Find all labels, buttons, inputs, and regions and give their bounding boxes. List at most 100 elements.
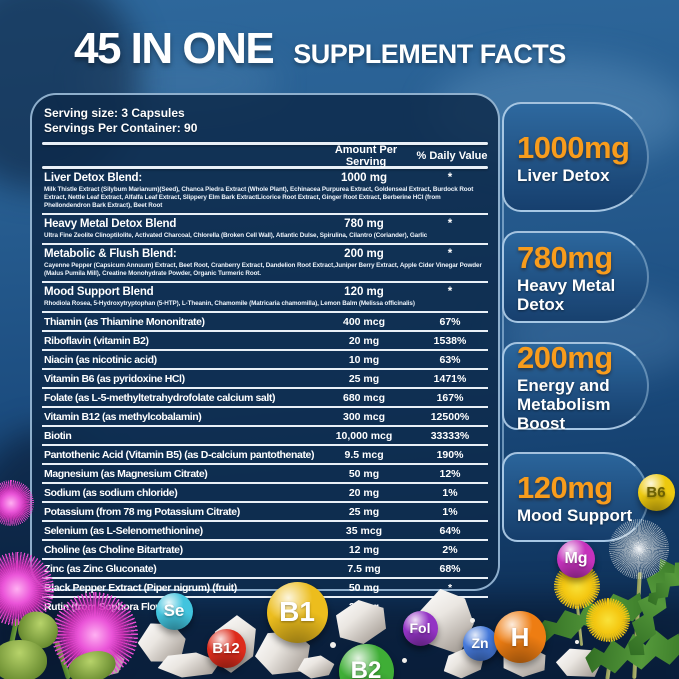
vitamin-badge-fol: Fol [402, 610, 438, 646]
blend-row: Mood Support Blend 120 mg * Rhodiola Ros… [42, 281, 488, 311]
nutrient-row: Thiamin (as Thiamine Mononitrate) 400 mc… [42, 311, 488, 330]
nutrient-amount: 680 mcg [342, 391, 386, 404]
vitamin-badge-h: H [494, 611, 546, 663]
nutrient-row: Biotin 10,000 mcg 33333% [42, 425, 488, 444]
nutrient-amount: 25 mg [348, 505, 380, 518]
nutrient-daily-value: 1% [442, 505, 458, 518]
powder-dot [402, 658, 407, 663]
blend-ingredients: Rhodiola Rosea, 5-Hydroxytryptophan (5-H… [44, 300, 415, 307]
nutrient-daily-value: 63% [439, 353, 461, 366]
nutrient-row: Magnesium (as Magnesium Citrate) 50 mg 1… [42, 463, 488, 482]
nutrient-daily-value: 1% [442, 486, 458, 499]
blend-daily-value: * [447, 172, 453, 184]
nutrient-daily-value: 12% [439, 467, 461, 480]
nutrient-daily-value: * [447, 581, 453, 594]
nutrient-row: Choline (as Choline Bitartrate) 12 mg 2% [42, 539, 488, 558]
nutrient-daily-value: 1471% [433, 372, 467, 385]
highlight-amount: 780mg [517, 240, 613, 275]
nutrient-amount: 400 mcg [342, 315, 386, 328]
nutrient-amount: 10,000 mcg [335, 429, 393, 442]
highlight-amount: 1000mg [517, 129, 630, 165]
blend-row: Liver Detox Blend: 1000 mg * Milk Thistl… [42, 169, 488, 213]
column-header-amount: Amount Per Serving [334, 143, 398, 168]
nutrient-name: Vitamin B12 (as methylcobalamin) [44, 410, 202, 423]
divider [42, 142, 488, 145]
nutrient-name: Pantothenic Acid (Vitamin B5) (as D-calc… [44, 448, 315, 461]
blend-amount: 780 mg [344, 218, 384, 230]
nutrient-name: Zinc (as Zinc Gluconate) [44, 562, 157, 575]
blend-ingredients: Milk Thistle Extract (Silybum Marianum)(… [44, 186, 474, 209]
vitamin-badge-mg: Mg [557, 540, 595, 578]
nutrient-daily-value: 33333% [430, 429, 470, 442]
blend-row: Heavy Metal Detox Blend 780 mg * Ultra F… [42, 213, 488, 243]
nutrient-name: Black Pepper Extract (Piper nigrum) (fru… [44, 581, 237, 594]
nutrient-row: Black Pepper Extract (Piper nigrum) (fru… [42, 577, 488, 596]
vitamin-badge-b6: B6 [637, 473, 675, 511]
nutrient-daily-value: 190% [436, 448, 464, 461]
nutrient-row: Vitamin B6 (as pyridoxine HCl) 25 mg 147… [42, 368, 488, 387]
nutrient-daily-value: 68% [439, 562, 461, 575]
nutrient-name: Vitamin B6 (as pyridoxine HCl) [44, 372, 185, 385]
nutrient-daily-value: 1538% [433, 334, 467, 347]
nutrient-name: Magnesium (as Magnesium Citrate) [44, 467, 208, 480]
table-column-headers: Amount Per Serving % Daily Value [42, 143, 488, 168]
nutrient-amount: 20 mg [348, 334, 380, 347]
nutrient-name: Choline (as Choline Bitartrate) [44, 543, 183, 556]
nutrient-row: Potassium (from 78 mg Potassium Citrate)… [42, 501, 488, 520]
dandelion-flower [586, 598, 630, 642]
blend-name: Mood Support Blend [44, 286, 154, 298]
nutrient-name: Biotin [44, 429, 72, 442]
nutrient-amount: 25 mg [348, 372, 380, 385]
blend-daily-value: * [447, 248, 453, 260]
nutrient-daily-value: 167% [436, 391, 464, 404]
divider [42, 166, 488, 169]
thistle-foliage [0, 640, 47, 679]
nutrient-daily-value: 12500% [430, 410, 470, 423]
highlight-amount: 120mg [517, 469, 613, 505]
vitamin-badge-b1: B1 [266, 581, 328, 643]
nutrient-amount: 10 mg [348, 353, 380, 366]
servings-per-container: Servings Per Container: 90 [44, 121, 198, 135]
highlight-pill: 780mg Heavy Metal Detox [502, 231, 649, 323]
sidebar-connector-line [502, 160, 504, 490]
blend-name: Liver Detox Blend: [44, 172, 143, 184]
nutrient-row: Sodium (as sodium chloride) 20 mg 1% [42, 482, 488, 501]
powder-dot [330, 642, 336, 648]
nutrient-name: Niacin (as nicotinic acid) [44, 353, 157, 366]
highlight-amount: 200mg [517, 339, 613, 375]
highlight-label: Heavy Metal Detox [517, 276, 616, 314]
highlight-label: Mood Support [517, 505, 633, 525]
nutrient-daily-value: 64% [439, 524, 461, 537]
nutrient-amount: 50 mg [348, 467, 380, 480]
highlight-label: Energy and Metabolism Boost [517, 375, 611, 433]
nutrient-row: Folate (as L-5-methyltetrahydrofolate ca… [42, 387, 488, 406]
nutrient-name: Folate (as L-5-methyltetrahydrofolate ca… [44, 391, 276, 404]
nutrient-amount: 12 mg [348, 543, 380, 556]
nutrient-row: Vitamin B12 (as methylcobalamin) 300 mcg… [42, 406, 488, 425]
blend-name: Heavy Metal Detox Blend [44, 218, 177, 230]
vitamin-badge-b12: B12 [206, 628, 246, 668]
nutrient-row: Zinc (as Zinc Gluconate) 7.5 mg 68% [42, 558, 488, 577]
blend-name: Metabolic & Flush Blend: [44, 248, 177, 260]
nutrient-amount: 300 mcg [342, 410, 386, 423]
nutrient-row: Riboflavin (vitamin B2) 20 mg 1538% [42, 330, 488, 349]
nutrient-row: Selenium (as L-Selenomethionine) 35 mcg … [42, 520, 488, 539]
blend-amount: 200 mg [344, 248, 384, 260]
blend-daily-value: * [447, 218, 453, 230]
vitamin-badge-se: Se [155, 592, 193, 630]
nutrient-amount: 35 mcg [345, 524, 383, 537]
nutrient-row: Pantothenic Acid (Vitamin B5) (as D-calc… [42, 444, 488, 463]
nutrient-amount: 20 mg [348, 486, 380, 499]
highlight-label: Liver Detox [517, 165, 610, 185]
nutrient-amount: 7.5 mg [347, 562, 381, 575]
facts-rows: Liver Detox Blend: 1000 mg * Milk Thistl… [42, 169, 488, 615]
vitamin-badge-zn: Zn [462, 625, 498, 661]
nutrient-name: Selenium (as L-Selenomethionine) [44, 524, 203, 537]
blend-amount: 1000 mg [340, 172, 388, 184]
blend-row: Metabolic & Flush Blend: 200 mg * Cayenn… [42, 243, 488, 281]
nutrient-name: Sodium (as sodium chloride) [44, 486, 178, 499]
nutrient-name: Thiamin (as Thiamine Mononitrate) [44, 315, 205, 328]
blend-ingredients: Cayenne Pepper (Capsicum Annuum) Extract… [44, 262, 482, 277]
powder-dot [470, 618, 475, 623]
